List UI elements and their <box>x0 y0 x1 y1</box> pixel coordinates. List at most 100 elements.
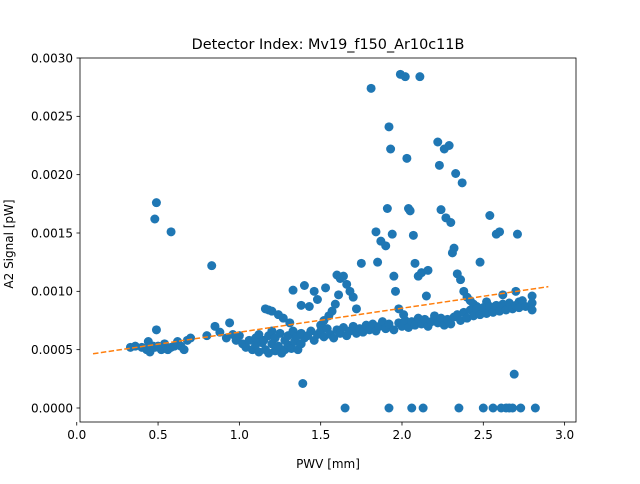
data-point <box>527 291 537 301</box>
data-point <box>512 229 522 239</box>
data-point <box>508 403 518 413</box>
x-tick-label: 2.5 <box>474 428 493 442</box>
data-point <box>340 403 350 413</box>
data-point <box>415 72 425 82</box>
data-point <box>298 379 308 388</box>
data-point <box>509 369 519 379</box>
data-point <box>485 211 495 220</box>
data-point <box>150 214 160 224</box>
data-point <box>400 72 410 82</box>
data-point <box>166 227 176 237</box>
data-point <box>327 306 337 316</box>
data-point <box>299 281 309 290</box>
data-point <box>267 326 277 336</box>
data-point <box>451 169 461 178</box>
data-point <box>330 299 340 309</box>
x-tick-label: 0.5 <box>149 428 168 442</box>
data-point <box>390 286 400 296</box>
axes-frame <box>79 57 577 423</box>
data-point <box>356 258 366 268</box>
data-point <box>381 241 391 251</box>
data-point <box>389 271 399 281</box>
data-point <box>444 141 454 150</box>
data-point <box>348 292 358 302</box>
data-point <box>312 295 322 304</box>
data-point <box>207 261 217 271</box>
data-point <box>527 305 537 315</box>
x-tick-label: 2.0 <box>392 428 411 442</box>
data-point <box>151 198 161 208</box>
data-point <box>423 265 433 275</box>
data-point <box>454 403 464 413</box>
data-point <box>371 227 381 237</box>
fit-line <box>92 285 549 355</box>
plot-area <box>92 69 549 413</box>
data-point <box>418 403 428 413</box>
data-point <box>446 319 456 329</box>
x-tick-label: 1.0 <box>230 428 249 442</box>
y-tick-label: 0.0020 <box>31 168 73 182</box>
y-tick-label: 0.0000 <box>31 401 73 415</box>
data-point <box>296 300 306 310</box>
y-tick-label: 0.0005 <box>31 343 73 357</box>
data-point <box>408 230 418 240</box>
data-point <box>382 204 392 213</box>
y-tick-label: 0.0025 <box>31 110 73 124</box>
data-point <box>179 345 189 355</box>
data-point <box>495 227 505 237</box>
data-point <box>384 403 394 413</box>
data-point <box>309 286 319 296</box>
data-point <box>384 122 394 132</box>
y-axis-label: A2 Signal [pW] <box>2 199 16 288</box>
data-point <box>202 331 212 341</box>
data-point <box>225 318 235 328</box>
data-point <box>288 285 298 295</box>
data-point <box>456 275 466 285</box>
data-point <box>186 333 196 343</box>
data-point <box>338 271 348 281</box>
x-tick-label: 3.0 <box>555 428 574 442</box>
y-tick-label: 0.0030 <box>31 51 73 65</box>
data-point <box>516 403 526 413</box>
data-point <box>151 325 161 335</box>
data-point <box>342 279 352 289</box>
data-point <box>386 144 396 154</box>
data-point <box>446 218 456 227</box>
y-tick-label: 0.0010 <box>31 285 73 299</box>
data-point <box>434 160 444 170</box>
data-point <box>433 137 443 147</box>
axes: 0.0 0.5 1.0 1.5 2.0 2.5 3.0 0.0000 0.0005 0.0010 0… <box>31 51 577 442</box>
data-point <box>436 205 446 215</box>
data-point <box>457 178 467 188</box>
data-point <box>285 318 295 328</box>
data-point <box>475 257 485 267</box>
data-point <box>421 291 431 301</box>
y-tick-label: 0.0015 <box>31 226 73 240</box>
data-point <box>329 333 339 343</box>
data-point <box>407 403 417 413</box>
data-point <box>402 153 412 163</box>
x-tick-label: 0.0 <box>67 428 86 442</box>
data-point <box>334 290 344 300</box>
data-point <box>527 298 537 308</box>
data-point <box>321 283 331 293</box>
x-axis-label: PWV [mm] <box>296 457 360 471</box>
data-point <box>498 290 508 300</box>
data-point <box>449 243 459 253</box>
x-tick-label: 1.5 <box>311 428 330 442</box>
data-point <box>351 304 361 314</box>
data-point <box>304 302 314 311</box>
data-point <box>488 403 498 413</box>
data-point <box>275 328 285 338</box>
data-point <box>366 83 376 93</box>
data-point <box>373 257 383 267</box>
data-point <box>530 403 540 413</box>
data-point <box>278 313 288 323</box>
data-point <box>234 331 244 341</box>
data-point <box>478 403 488 413</box>
data-point <box>405 206 415 216</box>
data-point <box>389 325 399 335</box>
